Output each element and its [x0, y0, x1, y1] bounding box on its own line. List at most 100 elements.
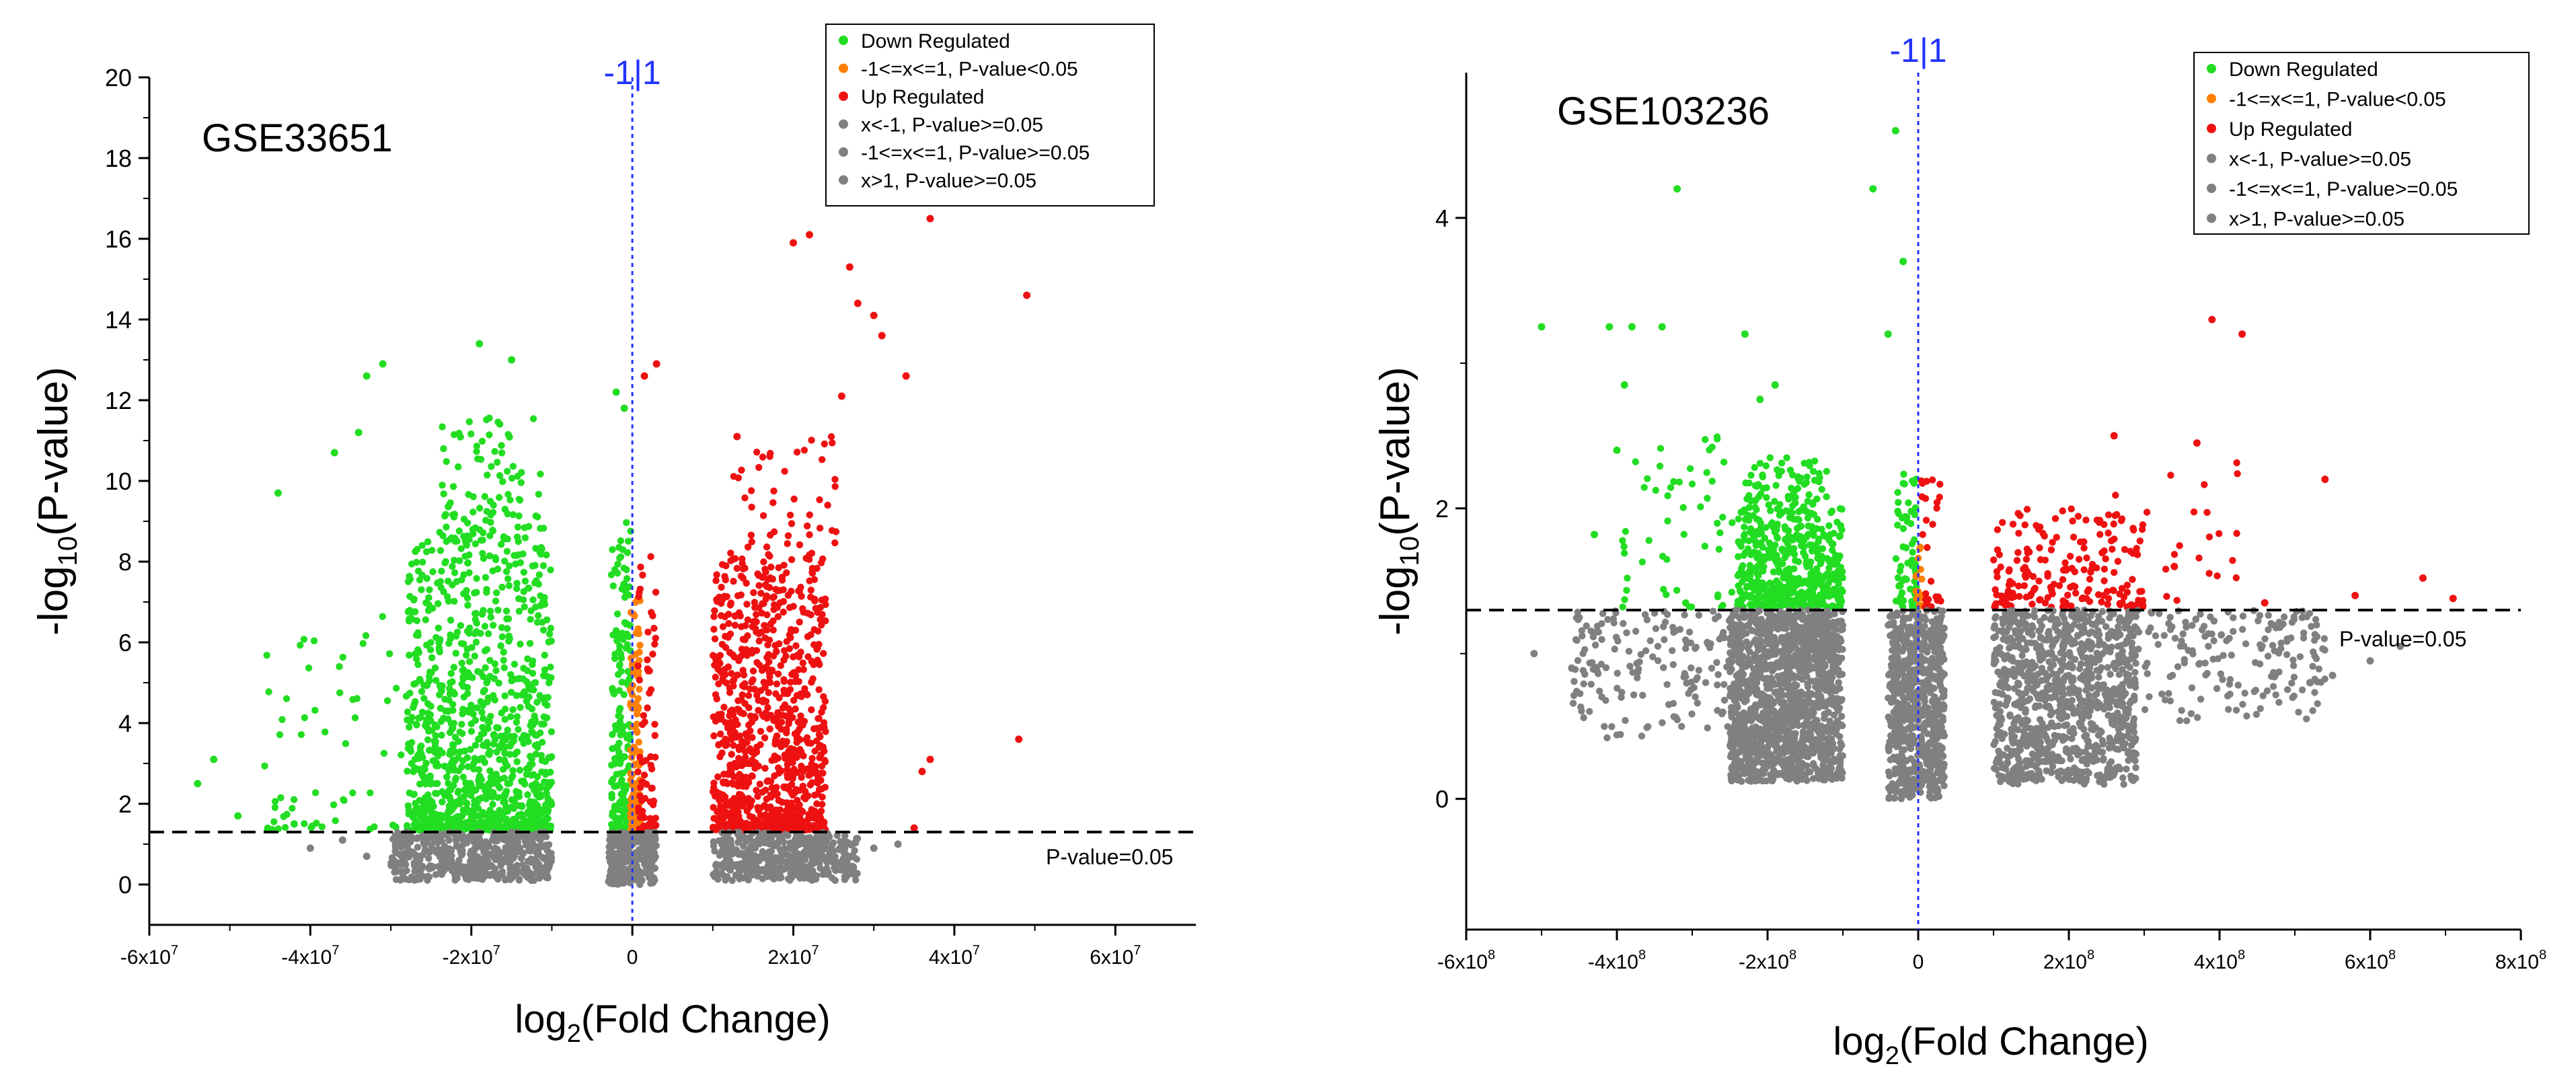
data-point: [473, 574, 480, 582]
data-point: [529, 841, 536, 850]
data-point: [429, 568, 437, 576]
data-point: [815, 686, 823, 693]
data-point: [1892, 555, 1900, 562]
data-point: [441, 860, 449, 868]
data-point: [2086, 575, 2094, 583]
data-point: [510, 661, 519, 668]
data-point: [2103, 588, 2111, 595]
data-point: [462, 589, 469, 597]
data-point: [501, 706, 509, 713]
data-point: [798, 719, 805, 726]
data-point: [745, 846, 753, 854]
data-point: [608, 790, 615, 798]
data-point: [465, 569, 473, 576]
data-point: [1838, 505, 1846, 513]
data-point: [490, 741, 497, 748]
data-point: [741, 494, 749, 502]
data-point: [516, 766, 524, 774]
data-point: [380, 749, 388, 757]
data-point: [1714, 519, 1721, 527]
data-point: [636, 880, 644, 889]
data-point: [1815, 572, 1823, 579]
data-point: [537, 550, 545, 558]
data-point: [521, 603, 528, 611]
data-point: [2080, 544, 2088, 552]
data-point: [810, 792, 819, 799]
data-point: [494, 606, 502, 614]
data-point: [1905, 499, 1912, 506]
data-point: [455, 738, 462, 745]
data-point: [506, 751, 514, 758]
data-point: [761, 765, 769, 772]
data-point: [1896, 567, 1904, 575]
data-point: [451, 597, 458, 605]
data-point: [492, 770, 500, 778]
data-point: [731, 622, 739, 629]
data-point: [628, 857, 635, 864]
data-point: [496, 494, 503, 501]
data-point: [835, 859, 843, 866]
data-point: [407, 747, 415, 755]
data-point: [457, 433, 464, 441]
data-point: [336, 663, 343, 671]
data-point: [2087, 568, 2094, 576]
data-point: [797, 824, 804, 832]
data-point: [2190, 508, 2198, 516]
data-point: [2136, 537, 2144, 545]
data-point: [439, 482, 446, 489]
data-point: [544, 808, 552, 816]
data-point: [739, 778, 747, 785]
data-point: [537, 720, 545, 728]
data-point: [1775, 568, 1783, 576]
data-point: [767, 848, 775, 855]
data-point: [852, 839, 860, 847]
data-point: [460, 825, 468, 832]
data-point: [282, 695, 291, 702]
data-point: [766, 584, 773, 591]
data-point: [651, 720, 658, 728]
data-point: [1999, 519, 2006, 526]
data-point: [2033, 522, 2040, 529]
data-point: [2069, 517, 2076, 525]
data-point: [514, 790, 521, 797]
data-point: [729, 677, 736, 685]
data-point: [1751, 503, 1759, 511]
data-point: [486, 607, 494, 615]
data-point: [484, 472, 491, 479]
data-point: [1808, 574, 1815, 582]
data-point: [640, 841, 647, 849]
data-point: [1737, 509, 1745, 516]
data-point: [426, 586, 433, 593]
legend-marker: [839, 147, 848, 157]
legend-label: -1<=x<=1, P-value>=0.05: [861, 142, 1090, 164]
data-point: [2105, 529, 2112, 537]
data-point: [1997, 563, 2004, 571]
data-point: [498, 449, 506, 457]
legend-label: x>1, P-value>=0.05: [861, 170, 1036, 192]
data-point: [2111, 568, 2118, 576]
data-point: [532, 512, 539, 520]
data-point: [458, 720, 465, 728]
data-point: [495, 679, 502, 687]
data-point: [784, 774, 792, 782]
data-point: [521, 780, 529, 788]
data-point: [739, 667, 747, 674]
data-point: [816, 525, 824, 532]
data-point: [870, 311, 878, 319]
data-point: [749, 854, 757, 862]
data-point: [734, 838, 743, 845]
data-point: [391, 868, 398, 876]
data-point: [514, 533, 521, 541]
data-point: [545, 679, 553, 687]
data-point: [821, 757, 829, 764]
data-point: [500, 792, 507, 800]
data-point: [471, 755, 478, 762]
data-point: [1688, 480, 1696, 488]
data-point: [463, 651, 470, 659]
data-point: [1900, 470, 1907, 478]
data-point: [613, 782, 621, 790]
y-tick-label: 8: [118, 548, 132, 576]
data-point: [442, 558, 449, 566]
data-point: [367, 789, 374, 797]
data-point: [474, 798, 482, 806]
